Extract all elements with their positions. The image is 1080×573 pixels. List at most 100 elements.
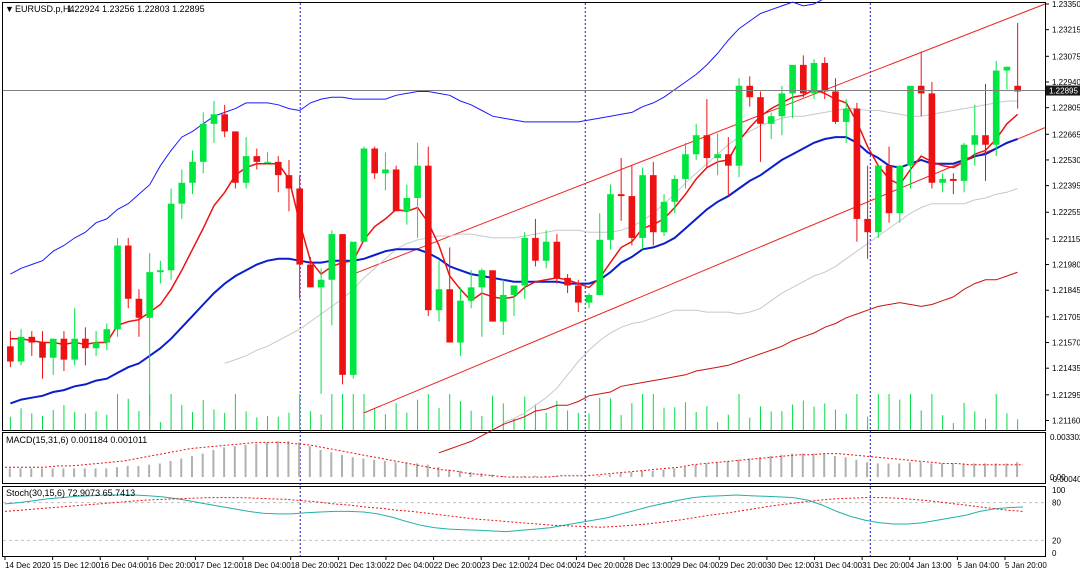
candle[interactable]: [296, 175, 304, 299]
candle[interactable]: [842, 99, 850, 143]
candle[interactable]: [960, 142, 968, 193]
candle[interactable]: [639, 167, 646, 250]
candle[interactable]: [39, 331, 46, 379]
candle[interactable]: [767, 112, 775, 140]
candle[interactable]: [124, 237, 132, 309]
candle[interactable]: [778, 85, 786, 136]
candle[interactable]: [178, 169, 186, 219]
candle[interactable]: [489, 270, 496, 322]
candle[interactable]: [435, 260, 443, 322]
candle[interactable]: [660, 194, 668, 237]
price-pane[interactable]: [2, 2, 1046, 431]
candle[interactable]: [692, 123, 700, 160]
candle[interactable]: [1014, 23, 1021, 109]
candle[interactable]: [114, 237, 121, 337]
candle[interactable]: [499, 279, 507, 335]
candle[interactable]: [446, 247, 454, 343]
candle[interactable]: [992, 61, 1000, 157]
candle[interactable]: [7, 331, 14, 368]
candle[interactable]: [810, 59, 818, 100]
candle[interactable]: [703, 99, 711, 168]
candle[interactable]: [285, 159, 293, 212]
candle[interactable]: [339, 234, 346, 385]
candle[interactable]: [596, 213, 604, 295]
candle[interactable]: [467, 270, 475, 309]
candle[interactable]: [392, 165, 400, 212]
candle[interactable]: [167, 188, 175, 280]
candle[interactable]: [103, 323, 111, 351]
chart-symbol-arrow[interactable]: ▼: [5, 4, 14, 14]
candle[interactable]: [71, 308, 78, 366]
candle[interactable]: [253, 148, 261, 170]
candle[interactable]: [146, 253, 153, 417]
candle[interactable]: [746, 76, 754, 107]
candle[interactable]: [832, 78, 839, 124]
candle[interactable]: [403, 184, 411, 225]
candle[interactable]: [210, 100, 218, 143]
candle[interactable]: [82, 327, 89, 366]
candle[interactable]: [585, 293, 593, 309]
candle[interactable]: [682, 142, 689, 189]
candle[interactable]: [189, 150, 196, 195]
candle[interactable]: [414, 142, 421, 238]
candle[interactable]: [199, 112, 207, 174]
candle[interactable]: [917, 51, 925, 117]
candle[interactable]: [92, 331, 100, 356]
candle[interactable]: [264, 152, 271, 164]
candle[interactable]: [382, 152, 389, 191]
stoch-pane[interactable]: [2, 486, 1046, 557]
candle[interactable]: [274, 156, 282, 193]
candle[interactable]: [939, 173, 946, 193]
candle[interactable]: [232, 131, 239, 189]
candle[interactable]: [221, 104, 228, 138]
macd-pane[interactable]: [2, 432, 1046, 484]
price-axis[interactable]: 1.23350 1.23215 1.23075 1.22940 1.22805 1.226…: [1045, 0, 1080, 425]
candle[interactable]: [135, 289, 143, 337]
candle[interactable]: [307, 256, 314, 288]
candle[interactable]: [60, 331, 68, 372]
candle[interactable]: [17, 329, 25, 366]
candle[interactable]: [317, 268, 325, 394]
candle[interactable]: [510, 285, 518, 316]
candle[interactable]: [649, 161, 657, 246]
candle[interactable]: [521, 232, 529, 299]
candle[interactable]: [157, 260, 164, 284]
candle[interactable]: [553, 234, 561, 284]
candle[interactable]: [853, 102, 861, 242]
candle[interactable]: [457, 287, 464, 356]
candle[interactable]: [628, 165, 636, 246]
candle[interactable]: [724, 137, 732, 197]
candle[interactable]: [360, 146, 368, 242]
candle[interactable]: [242, 137, 250, 189]
candle[interactable]: [607, 184, 614, 250]
candle[interactable]: [424, 146, 432, 316]
candle[interactable]: [896, 165, 904, 223]
candle[interactable]: [574, 279, 582, 313]
candle[interactable]: [532, 218, 539, 267]
candle[interactable]: [907, 85, 914, 189]
candle[interactable]: [28, 331, 36, 356]
candle[interactable]: [617, 158, 625, 221]
candle[interactable]: [950, 173, 957, 195]
candle[interactable]: [885, 146, 893, 223]
candle[interactable]: [328, 230, 336, 326]
candle[interactable]: [789, 64, 796, 119]
candle[interactable]: [757, 91, 764, 162]
candle[interactable]: [864, 165, 871, 259]
candle[interactable]: [542, 230, 550, 269]
candle[interactable]: [821, 57, 829, 100]
candle[interactable]: [875, 165, 882, 238]
candle[interactable]: [564, 274, 571, 294]
candle[interactable]: [928, 81, 936, 189]
candle[interactable]: [478, 268, 486, 337]
candle[interactable]: [1003, 66, 1011, 90]
candle[interactable]: [982, 83, 989, 181]
candle[interactable]: [971, 104, 979, 166]
candle[interactable]: [349, 241, 357, 379]
candle[interactable]: [371, 146, 379, 179]
candle[interactable]: [735, 78, 743, 178]
candle[interactable]: [671, 175, 679, 214]
candle[interactable]: [714, 133, 721, 176]
candle[interactable]: [49, 338, 57, 375]
